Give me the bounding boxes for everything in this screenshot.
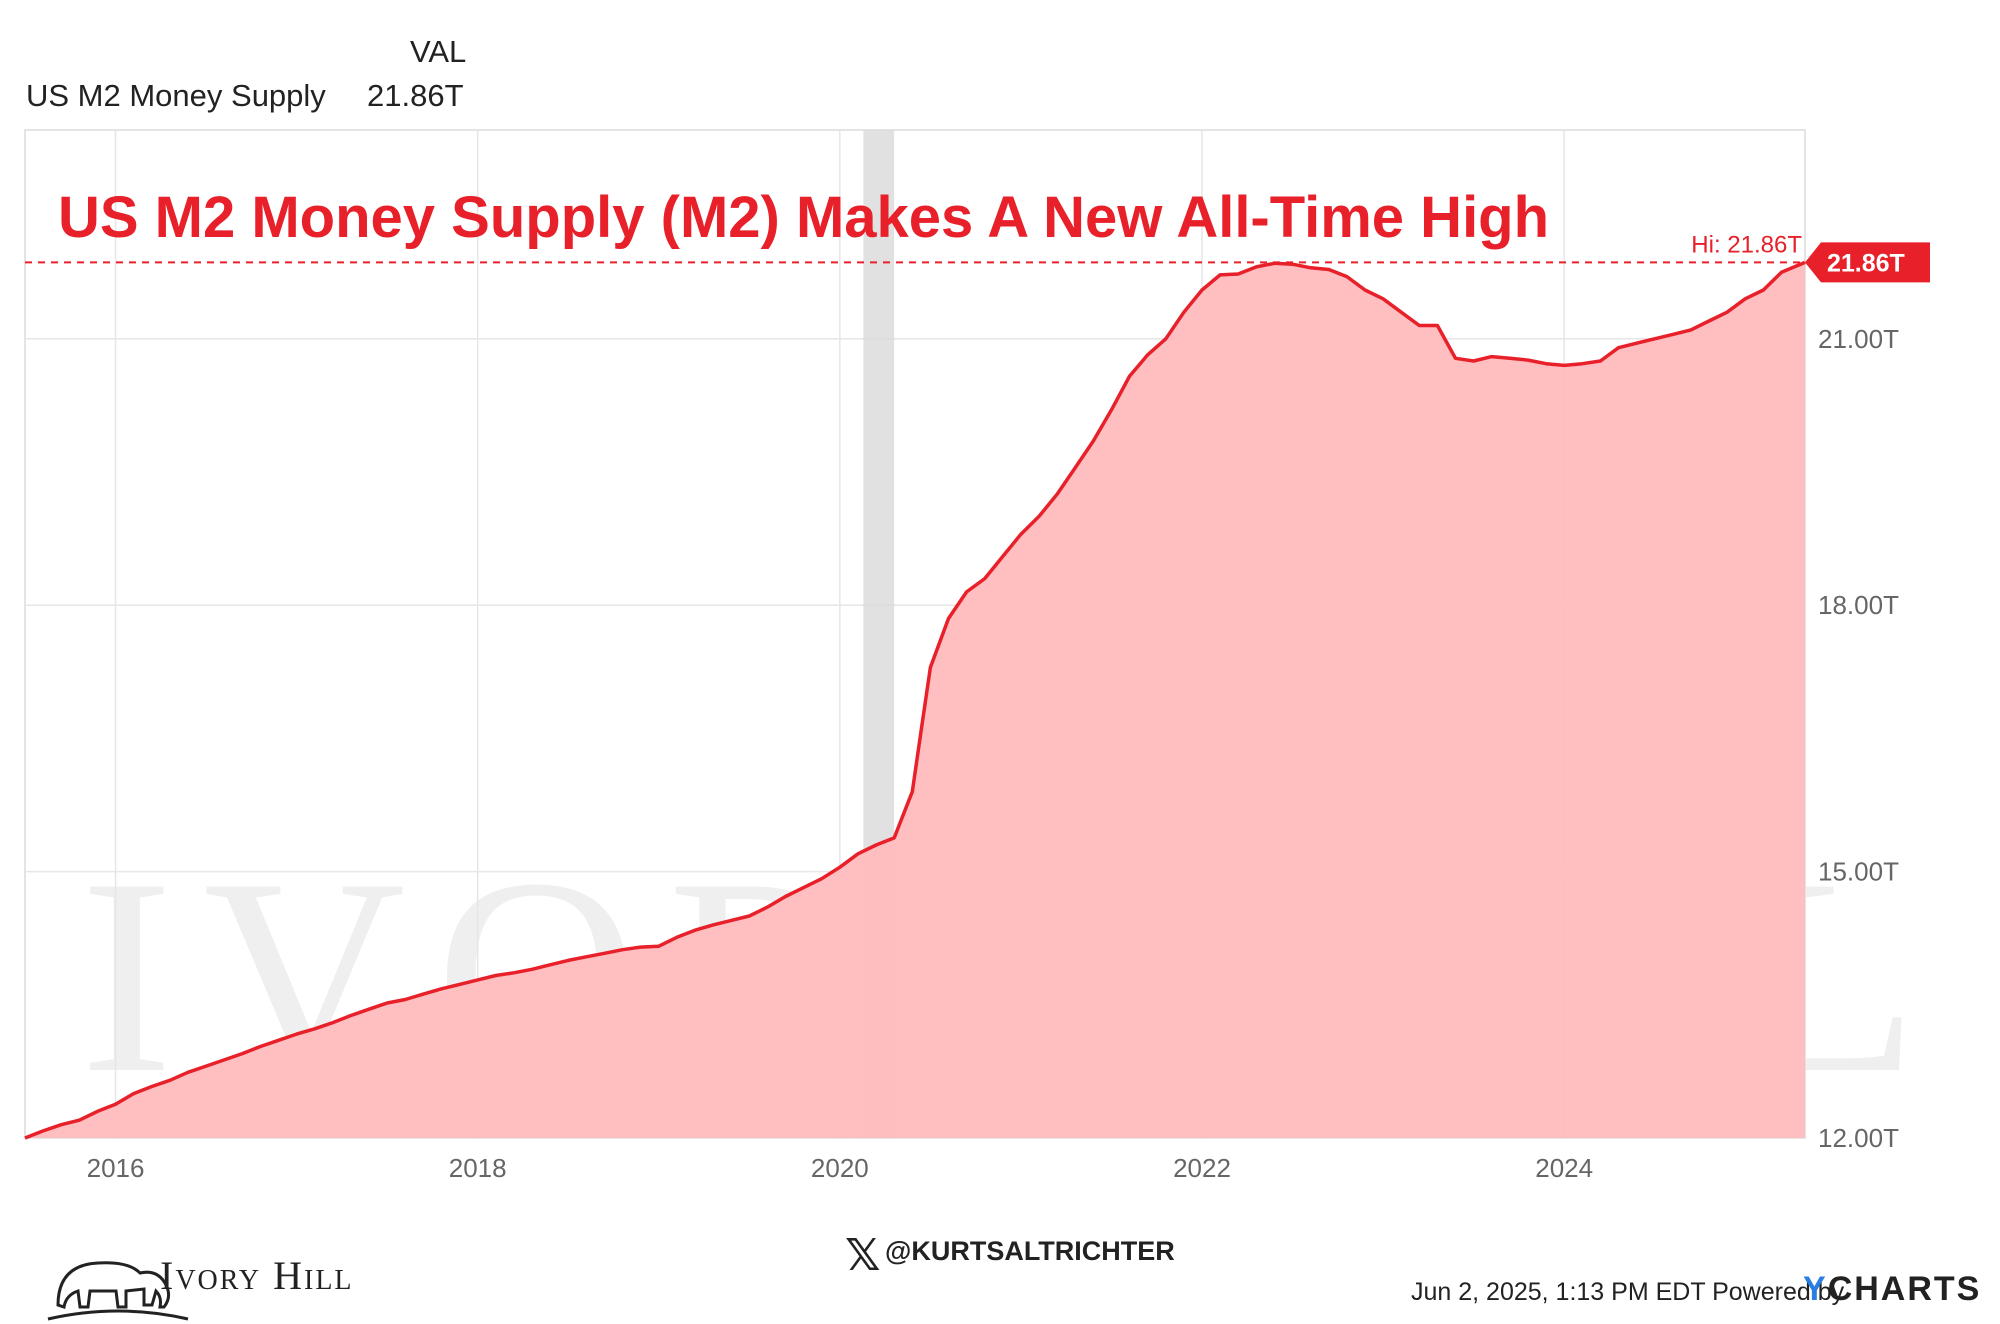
y-tick-label-0: 12.00T: [1818, 1123, 1899, 1153]
y-tick-label-2: 18.00T: [1818, 590, 1899, 620]
legend-series-value: 21.86T: [367, 78, 464, 113]
all-time-high-label: Hi: 21.86T: [1691, 231, 1802, 258]
y-tick-label-1: 15.00T: [1818, 857, 1899, 887]
legend-header: VAL: [410, 34, 467, 69]
area-fill: [25, 262, 1805, 1138]
y-axis-ticks: 12.00T 15.00T 18.00T 21.00T: [1818, 324, 1899, 1153]
series-line: [24, 260, 1806, 1140]
legend-series-name: US M2 Money Supply: [26, 78, 326, 113]
elephant-logo-icon: [47, 1261, 189, 1321]
x-tick-label-2: 2020: [811, 1153, 869, 1183]
y-tick-label-3: 21.00T: [1818, 324, 1899, 354]
ycharts-logo[interactable]: YCHARTS: [1803, 1270, 1982, 1308]
x-tick-label-3: 2022: [1173, 1153, 1231, 1183]
footer-timestamp: Jun 2, 2025, 1:13 PM EDT Powered by: [1411, 1278, 1845, 1306]
x-axis-ticks: 2016 2018 2020 2022 2024: [87, 1153, 1593, 1183]
x-tick-label-4: 2024: [1535, 1153, 1593, 1183]
brand-name: Ivory Hill: [160, 1253, 354, 1298]
last-value-label: 21.86T: [1827, 249, 1905, 277]
x-logo-icon: 𝕏: [845, 1230, 881, 1281]
footer-icons: [47, 1261, 189, 1321]
x-tick-label-0: 2016: [87, 1153, 145, 1183]
last-value-badge: 21.86T: [1805, 242, 1930, 283]
chart-title: US M2 Money Supply (M2) Makes A New All-…: [58, 185, 1549, 250]
x-tick-label-1: 2018: [449, 1153, 507, 1183]
social-handle[interactable]: @KURTSALTRICHTER: [885, 1236, 1175, 1266]
